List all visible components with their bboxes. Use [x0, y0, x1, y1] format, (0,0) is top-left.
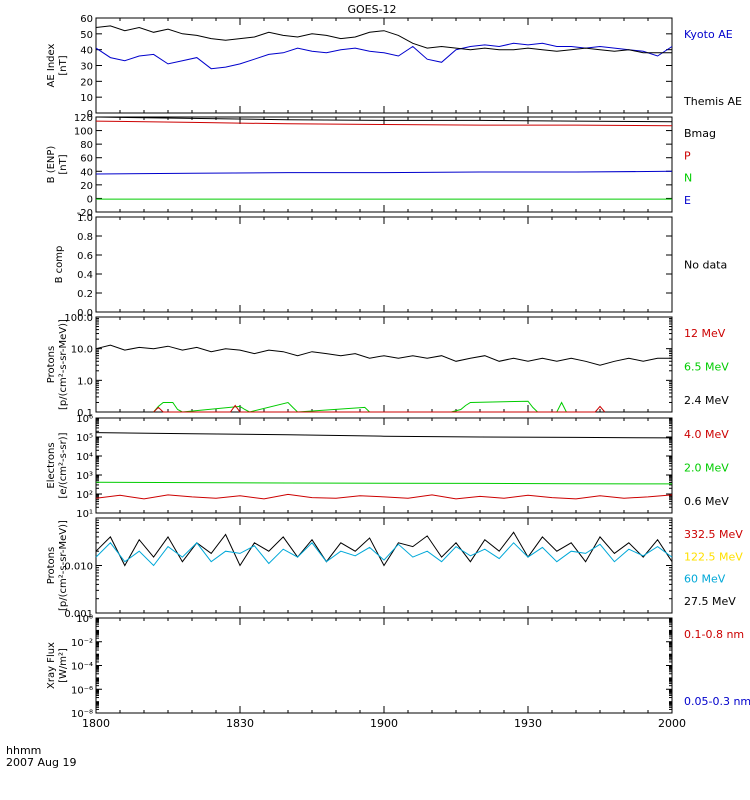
ytick-label: 100 — [74, 127, 93, 138]
ylabel-protons1: Protons — [46, 346, 57, 383]
legend-label: 122.5 MeV — [684, 550, 743, 563]
series-27-5-mev — [95, 531, 673, 567]
ytick-label: 1.0 — [77, 376, 93, 387]
ytick-label: 40 — [80, 46, 93, 57]
time-label: hhmm — [6, 744, 41, 757]
legend-label: 332.5 MeV — [684, 528, 743, 541]
panel-frame-bfield — [95, 116, 673, 213]
legend-label: 2.0 MeV — [684, 462, 729, 475]
legend-label: P — [684, 149, 691, 162]
ylabel-ae: [nT] — [58, 55, 69, 75]
legend-label: 2.4 MeV — [684, 394, 729, 407]
xtick-label: 2000 — [658, 717, 686, 730]
ylabel-xray: Xray Flux — [46, 642, 57, 689]
ytick-label: 10⁻² — [71, 638, 93, 649]
ylabel-protons2: Protons — [46, 547, 57, 584]
series-4-0-mev — [95, 493, 673, 500]
legend-label: Kyoto AE — [684, 28, 733, 41]
ytick-label: 0.010 — [64, 562, 93, 573]
ytick-label: 10² — [76, 490, 93, 501]
ytick-label: 120 — [74, 113, 93, 124]
legend-label: No data — [684, 259, 727, 272]
ytick-label: 0.2 — [77, 289, 93, 300]
ytick-label: 0.001 — [64, 609, 93, 620]
ylabel-protons1: [p/(cm²-s-sr-MeV)] — [58, 319, 69, 410]
ytick-label: 10¹ — [76, 509, 93, 520]
series-0-6-mev — [95, 432, 673, 439]
series-2-0-mev — [95, 481, 673, 485]
legend-label: 60 MeV — [684, 573, 726, 586]
ylabel-electrons: [e/(cm²-s-sr)] — [58, 432, 69, 498]
ytick-label: 10.0 — [71, 345, 93, 356]
ylabel-ae: AE Index — [46, 43, 57, 87]
panel-frame-electrons — [95, 417, 673, 514]
ytick-label: 10⁻⁸ — [71, 709, 93, 720]
series-kyoto-ae — [95, 42, 673, 70]
ytick-label: 50 — [80, 30, 93, 41]
ytick-label: 0 — [87, 194, 93, 205]
ytick-label: 0.4 — [77, 270, 93, 281]
ytick-label: 10⁰ — [76, 614, 93, 625]
legend-label: Themis AE — [683, 95, 742, 108]
xtick-label: 1930 — [514, 717, 542, 730]
panel-frame-bcomp — [95, 216, 673, 313]
ylabel-electrons: Electrons — [46, 442, 57, 488]
ytick-label: 10⁴ — [76, 452, 93, 463]
ytick-label: 10⁻⁴ — [71, 662, 93, 673]
ytick-label: 40 — [80, 167, 93, 178]
ylabel-protons2: [p/(cm²-s-sr-MeV)] — [58, 520, 69, 611]
panel-frame-ae — [95, 17, 673, 114]
ytick-label: 10³ — [76, 471, 93, 482]
legend-label: Bmag — [684, 127, 716, 140]
series-2-4-mev — [95, 344, 672, 366]
series-60-mev — [95, 542, 673, 567]
ytick-label: 60 — [80, 154, 93, 165]
legend-label: 0.1-0.8 nm — [684, 628, 744, 641]
legend-label: 27.5 MeV — [684, 595, 736, 608]
legend-label: 6.5 MeV — [684, 361, 729, 374]
series-6-5-mev — [153, 400, 567, 413]
legend-label: N — [684, 172, 692, 185]
ytick-label: 100.0 — [64, 313, 93, 324]
ylabel-xray: [W/m²] — [58, 648, 69, 683]
xtick-label: 1900 — [370, 717, 398, 730]
series-n — [95, 170, 673, 175]
ytick-label: 0.8 — [77, 232, 93, 243]
ytick-label: 60 — [80, 14, 93, 25]
xtick-label: 1830 — [226, 717, 254, 730]
ytick-label: 10 — [80, 93, 93, 104]
series-12-mev — [153, 404, 606, 413]
ytick-label: 0.0 — [77, 308, 93, 319]
ytick-label: -20 — [77, 208, 93, 219]
legend-label: E — [684, 194, 691, 207]
panel-frame-xray — [95, 617, 673, 714]
ytick-label: 0.6 — [77, 251, 93, 262]
date-label: 2007 Aug 19 — [6, 756, 76, 769]
series-themis-ae — [95, 25, 672, 54]
ytick-label: 20 — [80, 181, 93, 192]
ytick-label: 0.1 — [77, 408, 93, 419]
legend-label: 4.0 MeV — [684, 428, 729, 441]
ytick-label: 0 — [87, 109, 93, 120]
chart-title: GOES-12 — [347, 3, 396, 16]
series-p — [95, 120, 673, 127]
ytick-label: 1.0 — [77, 213, 93, 224]
xtick-label: 1800 — [82, 717, 110, 730]
series-bmag — [95, 116, 673, 123]
ytick-label: 30 — [80, 62, 93, 73]
legend-label: 12 MeV — [684, 327, 726, 340]
ylabel-bcomp: B comp — [54, 246, 65, 284]
panel-frame-protons1 — [95, 316, 673, 413]
ytick-label: 10⁶ — [76, 414, 93, 425]
ytick-label: 10⁵ — [76, 433, 93, 444]
ytick-label: 10⁻⁶ — [71, 685, 93, 696]
ylabel-bfield: B (ENP) — [46, 146, 57, 184]
ytick-label: 80 — [80, 140, 93, 151]
legend-label: 0.6 MeV — [684, 495, 729, 508]
legend-label: 0.05-0.3 nm — [684, 695, 750, 708]
ytick-label: 20 — [80, 77, 93, 88]
ylabel-bfield: [nT] — [58, 154, 69, 174]
